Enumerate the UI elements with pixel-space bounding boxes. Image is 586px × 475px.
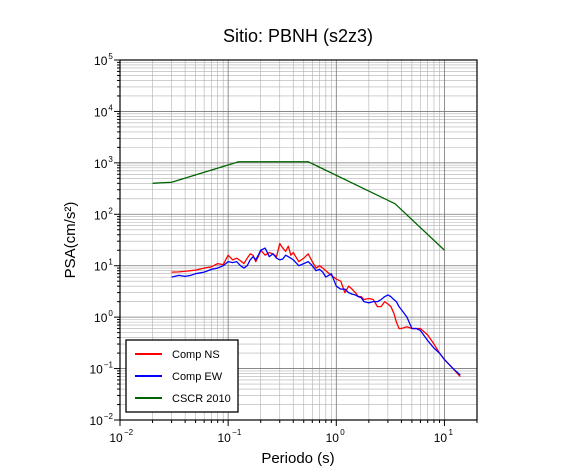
x-axis-label: Periodo (s) bbox=[261, 450, 334, 467]
y-tick-label: 10 bbox=[89, 414, 103, 428]
y-tick-label: 10 bbox=[94, 208, 108, 222]
series-line-cscr-2010 bbox=[152, 161, 445, 251]
x-tick-label: 10 bbox=[434, 431, 448, 445]
chart-title: Sitio: PBNH (s2z3) bbox=[223, 26, 373, 46]
x-tick-label-exponent: 1 bbox=[448, 428, 453, 437]
x-tick-label-exponent: −2 bbox=[124, 428, 134, 437]
y-axis-label: PSA(cm/s²) bbox=[62, 202, 79, 279]
y-tick-label: 10 bbox=[94, 157, 108, 171]
y-tick-label-exponent: 4 bbox=[108, 103, 113, 112]
y-tick-label-exponent: 3 bbox=[108, 155, 113, 164]
legend: Comp NS Comp EW CSCR 2010 bbox=[125, 339, 239, 413]
series-line-comp-ew bbox=[171, 247, 461, 376]
series-line-comp-ns bbox=[171, 242, 461, 377]
y-tick-label: 10 bbox=[94, 105, 108, 119]
y-tick-label: 10 bbox=[94, 260, 108, 274]
x-tick-label: 10 bbox=[217, 431, 231, 445]
y-tick-label: 10 bbox=[94, 311, 108, 325]
x-tick-label-exponent: 0 bbox=[340, 428, 345, 437]
x-axis-ticks: 10 −2 10 −1 10 0 10 1 bbox=[109, 420, 478, 445]
y-tick-label-exponent: 2 bbox=[108, 206, 113, 215]
y-tick-label-exponent: 0 bbox=[108, 309, 113, 318]
x-tick-label-exponent: −1 bbox=[232, 428, 242, 437]
y-tick-label: 10 bbox=[94, 54, 108, 68]
series-layer bbox=[152, 161, 461, 377]
y-tick-label-exponent: 5 bbox=[108, 52, 113, 61]
y-tick-label: 10 bbox=[89, 363, 103, 377]
legend-label: Comp NS bbox=[172, 349, 220, 361]
y-tick-label-exponent: 1 bbox=[108, 258, 113, 267]
x-tick-label: 10 bbox=[326, 431, 340, 445]
minor-gridlines bbox=[120, 60, 478, 420]
y-tick-label-exponent: −1 bbox=[104, 361, 114, 370]
plot-frame bbox=[119, 59, 478, 421]
legend-label: CSCR 2010 bbox=[172, 393, 231, 405]
legend-label: Comp EW bbox=[172, 371, 223, 383]
x-tick-label: 10 bbox=[109, 431, 123, 445]
y-tick-label-exponent: −2 bbox=[104, 412, 114, 421]
